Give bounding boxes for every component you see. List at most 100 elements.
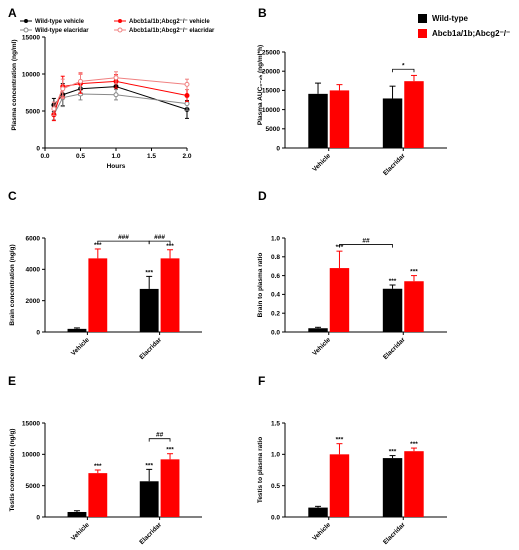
- panel-e-y-tick-label: 15000: [22, 420, 40, 427]
- panel-f-bar: [404, 451, 424, 517]
- panel-e-x-tick-label: Elacridar: [138, 521, 163, 546]
- panel-d-x-tick-label: Elacridar: [382, 336, 407, 361]
- panel-b-comparison-bracket: [392, 68, 415, 73]
- panel-f-bar: [329, 454, 350, 517]
- panel-b-comparison-label: *: [402, 62, 405, 69]
- panel-c-x-tick-label: Vehicle: [70, 336, 91, 357]
- panel-a-x-tick-label: 0.5: [76, 153, 85, 160]
- panel-b-y-tick-label: 5000: [266, 126, 281, 133]
- legend-entry-ko-vehicle: Abcb1a/1b;Abcg2⁻/⁻ vehicle: [129, 19, 210, 25]
- panel-e-bar: [160, 459, 180, 517]
- panel-a-y-tick-label: 10000: [22, 71, 40, 78]
- panel-b-bar: [382, 98, 403, 148]
- panel-c-y-tick-label: 6000: [26, 235, 41, 242]
- panel-a-data-point: [113, 75, 119, 81]
- panel-a-data-point: [184, 101, 190, 107]
- panel-a-data-point: [60, 86, 66, 92]
- legend-entry-ko-elacridar: Abcb1a/1b;Abcg2⁻/⁻ elacridar: [129, 28, 215, 34]
- panel-d-y-tick-label: 0.8: [271, 254, 280, 261]
- panel-b-y-tick-label: 15000: [262, 88, 280, 95]
- panel-d-bar: [308, 328, 328, 332]
- panel-label-c: C: [8, 189, 17, 203]
- panel-e-y-tick-label: 5000: [26, 483, 41, 490]
- panel-a-data-point: [184, 92, 190, 98]
- panel-label-d: D: [258, 189, 267, 203]
- plot-layer: 0.0 0.5 1.0 1.5 2.0 0 5000 10000 15000 0 5000 10000…: [22, 34, 447, 546]
- legend-swatch-knockout: [418, 29, 427, 38]
- panel-c-comparison-label: ###: [154, 234, 165, 241]
- panel-f-y-tick-label: 0.0: [271, 514, 280, 521]
- panel-label-e: E: [8, 374, 16, 388]
- panel-d-ylabel: Brain to plasma ratio: [257, 253, 264, 318]
- panel-d-comparison-bracket: [339, 244, 393, 248]
- panel-a-xlabel: Hours: [107, 163, 126, 170]
- panel-a-y-tick-label: 0: [36, 145, 40, 152]
- panel-e-bar: [88, 473, 108, 517]
- panel-a-data-point: [78, 78, 83, 84]
- panel-c-comparison-bracket: [148, 240, 171, 245]
- panel-a-ylabel: Plasma concentration (ng/ml): [11, 39, 18, 130]
- panel-f-x-tick-label: Vehicle: [311, 521, 332, 542]
- panel-e-comparison-label: ##: [156, 432, 164, 439]
- legend-entry-knockout: Abcb1a/1b;Abcg2⁻/⁻: [432, 29, 510, 38]
- panel-e-bar: [139, 481, 159, 517]
- panel-b-legend: Wild-type Abcb1a/1b;Abcg2⁻/⁻: [418, 14, 510, 38]
- panel-c-significance-stars: ***: [145, 269, 153, 276]
- panel-e-bar: [67, 511, 87, 517]
- panel-e-comparison-bracket: [148, 438, 171, 442]
- panel-f-significance-stars: ***: [410, 441, 418, 448]
- panel-f-y-tick-label: 1.5: [271, 420, 280, 427]
- panel-a-y-tick-label: 15000: [22, 34, 40, 41]
- panel-c-bar: [67, 328, 87, 332]
- panel-b-x-tick-label: Vehicle: [311, 152, 332, 173]
- panel-label-a: A: [8, 6, 17, 20]
- panel-d-x-tick-label: Vehicle: [311, 336, 332, 357]
- panel-b-y-tick-label: 0: [276, 145, 280, 152]
- panel-c-y-tick-label: 0: [36, 329, 40, 336]
- panel-a-x-tick-label: 2.0: [182, 153, 191, 160]
- panel-f-x-tick-label: Elacridar: [382, 521, 407, 546]
- panel-b-y-tick-label: 20000: [262, 69, 280, 76]
- panel-c-y-tick-label: 4000: [26, 267, 41, 274]
- panel-b-bar: [308, 93, 328, 148]
- panel-f-significance-stars: ***: [336, 437, 344, 444]
- panel-f-bar: [308, 507, 328, 517]
- panel-c-y-tick-label: 2000: [26, 298, 41, 305]
- panel-d-significance-stars: ***: [410, 269, 418, 276]
- panel-d-y-tick-label: 0.6: [271, 273, 280, 280]
- panel-e-significance-stars: ***: [166, 447, 174, 454]
- panel-a-series-line-2: [53, 80, 188, 115]
- panel-d-significance-stars: ***: [336, 244, 344, 251]
- panel-d-comparison-label: ##: [362, 238, 370, 245]
- panel-a-x-tick-label: 1.5: [147, 153, 156, 160]
- panel-d-bar: [404, 281, 424, 332]
- panel-a-y-tick-label: 5000: [26, 108, 41, 115]
- panel-c-significance-stars: ***: [94, 242, 102, 249]
- panel-e-y-tick-label: 10000: [22, 452, 40, 459]
- panel-label-b: B: [258, 6, 267, 20]
- panel-c-x-tick-label: Elacridar: [138, 336, 163, 361]
- panel-b-bar: [329, 90, 350, 148]
- panel-f-bar: [382, 458, 403, 517]
- panel-b-y-tick-label: 10000: [262, 107, 280, 114]
- panel-e-ylabel: Testis concentration (ng/g): [9, 429, 16, 512]
- panel-a-x-tick-label: 0.0: [40, 153, 49, 160]
- panel-c-comparison-bracket: [97, 240, 150, 245]
- panel-c-comparison-label: ###: [118, 234, 129, 241]
- panel-b-y-tick-label: 25000: [262, 49, 280, 56]
- panel-e-x-tick-label: Vehicle: [70, 521, 91, 542]
- panel-c-significance-stars: ***: [166, 243, 174, 250]
- panel-a-legend: Wild-type vehicle Wild-type elacridar Ab…: [20, 19, 215, 34]
- panel-f-y-tick-label: 0.5: [271, 483, 280, 490]
- panel-f-significance-stars: ***: [389, 449, 397, 456]
- panel-e-y-tick-label: 0: [36, 514, 40, 521]
- panel-d-bar: [382, 288, 403, 332]
- panel-a-series-line-1: [53, 93, 188, 115]
- panel-f-ylabel: Testis to plasma ratio: [257, 437, 264, 503]
- panel-a-data-point: [184, 81, 190, 87]
- panel-b-bar: [404, 81, 424, 148]
- panel-d-y-tick-label: 0.0: [271, 329, 280, 336]
- panel-a-data-point: [113, 92, 119, 98]
- panel-d-y-tick-label: 1.0: [271, 235, 280, 242]
